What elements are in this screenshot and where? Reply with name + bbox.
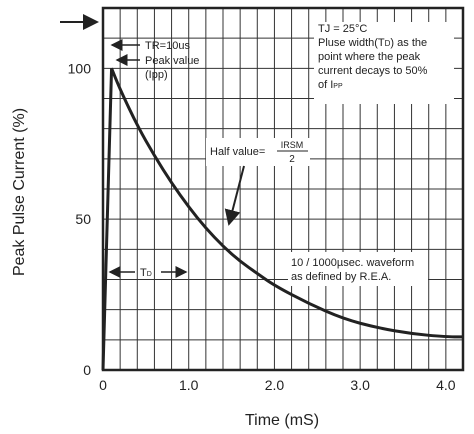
y-tick-label: 0 [83, 362, 91, 378]
half-value-denominator: 2 [289, 154, 295, 165]
x-tick-label: 2.0 [265, 377, 285, 393]
plot-frame [101, 6, 465, 372]
series-line-0 [101, 67, 463, 371]
annotations: TR=10us Peak value (Ipp) TJ = 25°C Pluse… [60, 14, 454, 286]
y-tick-label: 50 [75, 211, 91, 227]
x-tick-label: 1.0 [179, 377, 199, 393]
waveform-line2: as defined by R.E.A. [291, 271, 391, 283]
waveform-line1: 10 / 1000µsec. waveform [291, 257, 414, 269]
half-value-background [206, 138, 310, 166]
y-axis-title: Peak Pulse Current (%) [11, 108, 28, 276]
half-value-label: Half value= [210, 146, 265, 158]
tj-label: TJ = 25°C [318, 23, 367, 35]
note-line2: point where the peak [318, 51, 421, 63]
half-value-arrow [224, 165, 245, 226]
x-tick-label: 4.0 [436, 377, 456, 393]
x-axis-title: Time (mS) [245, 412, 319, 429]
note-line4: of IPP [318, 79, 343, 91]
peak-label-line1: Peak value [145, 55, 199, 67]
y-tick-label: 100 [68, 60, 92, 76]
peak-label-line2: (Ipp) [145, 69, 168, 81]
td-label: TD [140, 267, 152, 279]
waveform-background [288, 252, 428, 286]
ticks: 0 1.0 2.0 3.0 4.0 0 50 100 [68, 60, 456, 393]
note-background [314, 22, 454, 104]
tr-label: TR=10us [145, 40, 190, 52]
note-line3: current decays to 50% [318, 65, 428, 77]
pulse-width-label: Pluse width(TD) as the [318, 37, 427, 49]
x-tick-label: 0 [99, 377, 107, 393]
x-tick-label: 3.0 [350, 377, 370, 393]
half-value-numerator: IRSM [281, 140, 304, 150]
